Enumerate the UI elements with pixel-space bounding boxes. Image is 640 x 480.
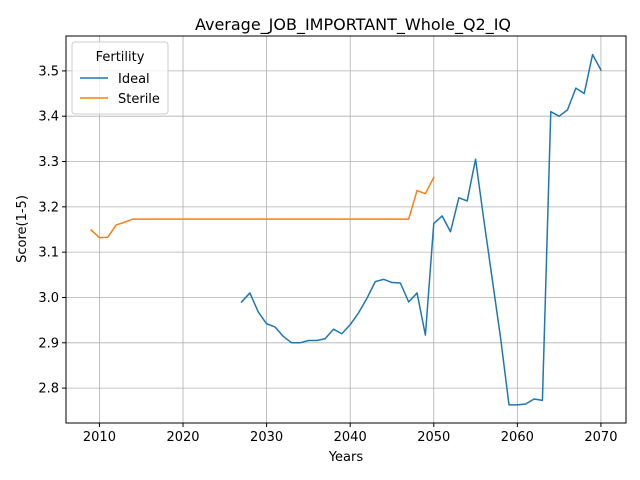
x-tick-label: 2010 bbox=[83, 430, 116, 445]
grid-lines bbox=[66, 36, 626, 423]
x-tick-label: 2040 bbox=[334, 430, 367, 445]
y-tick-label: 3.1 bbox=[38, 246, 59, 261]
x-tick-label: 2050 bbox=[417, 430, 450, 445]
y-tick-label: 3.3 bbox=[38, 155, 59, 170]
legend-box bbox=[71, 41, 169, 115]
x-tick-label: 2030 bbox=[250, 430, 283, 445]
legend-label-ideal: Ideal bbox=[118, 72, 150, 87]
y-tick-label: 3.0 bbox=[38, 291, 59, 306]
chart-title: Average_JOB_IMPORTANT_Whole_Q2_IQ bbox=[195, 15, 511, 35]
x-tick-label: 2070 bbox=[584, 430, 617, 445]
legend-label-sterile: Sterile bbox=[118, 92, 160, 107]
y-tick-label: 2.8 bbox=[38, 382, 59, 397]
y-tick-label: 3.4 bbox=[38, 110, 59, 125]
legend-title: Fertility bbox=[96, 50, 145, 65]
x-tick-label: 2060 bbox=[501, 430, 534, 445]
y-tick-label: 2.9 bbox=[38, 336, 59, 351]
y-axis-ticks: 2.8 2.9 3.0 3.1 3.2 3.3 3.4 3.5 bbox=[38, 64, 66, 397]
legend: Fertility Ideal Sterile bbox=[71, 41, 169, 115]
x-axis-label: Years bbox=[328, 450, 364, 465]
series-line-sterile bbox=[90, 176, 435, 239]
x-axis-ticks: 2010 2020 2030 2040 2050 2060 2070 bbox=[83, 423, 617, 445]
y-axis-label: Score(1-5) bbox=[15, 195, 30, 263]
y-tick-label: 3.5 bbox=[38, 64, 59, 79]
plot-frame bbox=[65, 35, 627, 424]
series-line-ideal bbox=[240, 53, 602, 406]
x-tick-label: 2020 bbox=[166, 430, 199, 445]
y-tick-label: 3.2 bbox=[38, 200, 59, 215]
series-lines bbox=[90, 53, 602, 406]
